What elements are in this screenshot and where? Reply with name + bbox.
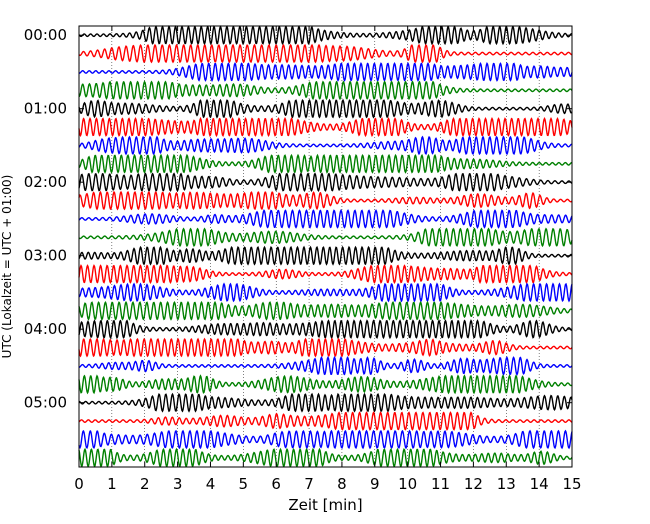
- trace-line: [78, 25, 573, 46]
- trace-line: [78, 300, 573, 321]
- trace-line: [78, 98, 573, 119]
- y-tick-label: 05:00: [24, 394, 67, 412]
- trace-line: [78, 282, 573, 303]
- y-axis-ticks: 00:00 01:00 02:00 03:00 04:00 05:00: [24, 26, 572, 412]
- trace-line: [78, 447, 573, 468]
- trace-line: [78, 61, 573, 82]
- x-tick-label: 15: [562, 475, 581, 493]
- trace-line: [78, 337, 573, 358]
- x-tick-label: 8: [337, 475, 347, 493]
- trace-line: [78, 227, 573, 248]
- x-tick-label: 14: [530, 475, 549, 493]
- x-tick-label: 13: [497, 475, 516, 493]
- x-axis-ticks: 0 1 2 3 4 5 6 7 8 9 10 11 12 13 14 15: [74, 26, 582, 493]
- trace-line: [78, 429, 573, 450]
- x-tick-label: 10: [398, 475, 417, 493]
- y-tick-label: 03:00: [24, 247, 67, 265]
- y-tick-label: 01:00: [24, 100, 67, 118]
- x-tick-label: 2: [140, 475, 150, 493]
- x-tick-label: 11: [431, 475, 450, 493]
- y-axis-label: UTC (Lokalzeit = UTC + 01:00): [0, 175, 14, 359]
- trace-line: [78, 135, 573, 156]
- y-tick-label: 02:00: [24, 173, 67, 191]
- trace-line: [78, 153, 573, 174]
- trace-line: [78, 209, 573, 229]
- trace-line: [78, 190, 573, 211]
- x-tick-label: 3: [173, 475, 183, 493]
- trace-line: [78, 43, 573, 64]
- trace-line: [78, 411, 573, 431]
- trace-line: [78, 319, 573, 340]
- x-tick-label: 1: [107, 475, 117, 493]
- x-axis-label: Zeit [min]: [288, 496, 362, 514]
- y-tick-label: 00:00: [24, 26, 67, 44]
- x-tick-label: 0: [74, 475, 84, 493]
- trace-line: [78, 264, 573, 285]
- trace-line: [78, 374, 573, 395]
- x-tick-label: 5: [239, 475, 249, 493]
- y-tick-label: 04:00: [24, 320, 67, 338]
- trace-line: [78, 172, 573, 193]
- x-tick-label: 4: [206, 475, 216, 493]
- trace-line: [78, 355, 573, 376]
- x-tick-label: 7: [304, 475, 314, 493]
- trace-group: [78, 25, 573, 468]
- x-tick-label: 6: [271, 475, 281, 493]
- plot-frame: [78, 25, 573, 468]
- x-tick-label: 12: [464, 475, 483, 493]
- trace-line: [78, 116, 573, 138]
- trace-line: [78, 392, 573, 413]
- trace-line: [78, 80, 573, 101]
- trace-line: [78, 245, 573, 266]
- x-tick-label: 9: [370, 475, 380, 493]
